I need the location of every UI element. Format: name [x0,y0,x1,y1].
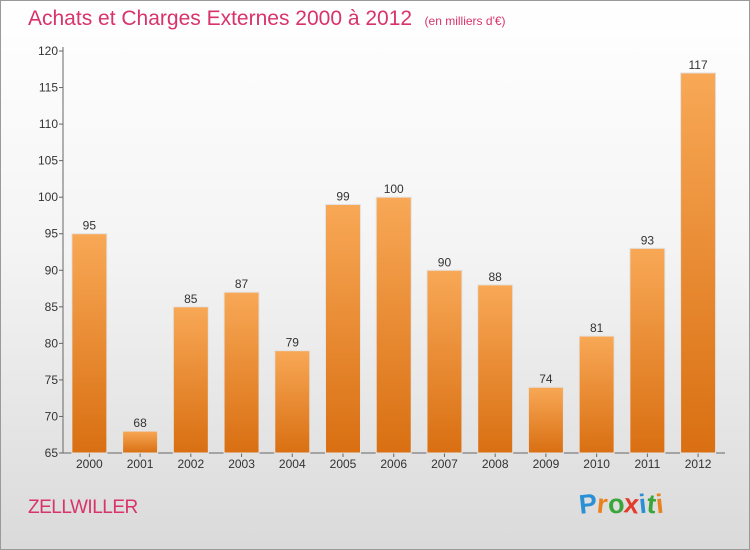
y-tick-label: 100 [38,190,58,204]
x-tick-label-2002: 2002 [177,457,204,471]
bar-2007 [426,269,463,454]
x-tick-label-2000: 2000 [76,457,103,471]
bar-2010 [578,335,615,454]
x-tick-label-2001: 2001 [127,457,154,471]
value-label-2005: 99 [336,189,350,203]
title-row: Achats et Charges Externes 2000 à 2012 (… [28,7,506,31]
bar-2011 [629,247,666,454]
bar-2012 [680,72,717,454]
value-label-2003: 87 [235,277,249,291]
value-label-2002: 85 [184,292,198,306]
value-labels: 95 68 85 87 79 99 100 90 88 74 81 93 117 [83,58,708,430]
x-tick-label-2009: 2009 [533,457,560,471]
value-label-2004: 79 [286,336,300,350]
y-tick-label: 115 [39,81,58,95]
y-tick-label: 90 [45,263,59,277]
bar-2001 [122,430,159,454]
value-label-2006: 100 [384,182,404,196]
bar-2000 [71,233,108,454]
x-tick-label-2003: 2003 [228,457,255,471]
value-label-2007: 90 [438,255,452,269]
bar-2006 [375,196,412,454]
bar-2009 [527,386,564,454]
value-label-2008: 88 [489,270,503,284]
value-label-2010: 81 [590,321,604,335]
y-tick-label: 80 [45,336,59,350]
bar-2004 [274,350,311,454]
x-tick-label-2012: 2012 [685,457,712,471]
y-tick-label: 75 [45,373,59,387]
value-label-2011: 93 [641,233,655,247]
y-tick-label: 70 [45,409,59,423]
x-tick-label-2007: 2007 [431,457,458,471]
chart-title: Achats et Charges Externes 2000 à 2012 [28,7,413,30]
y-tick-label: 85 [45,300,59,314]
x-tick-label-2005: 2005 [330,457,357,471]
chart-unit: (en milliers d'€) [424,14,506,28]
bar-2008 [477,284,514,454]
value-label-2000: 95 [83,219,97,233]
x-tick-label-2008: 2008 [482,457,509,471]
commune-name: ZELLWILLER [28,497,138,518]
value-label-2012: 117 [689,58,708,72]
y-tick-label: 110 [39,117,58,131]
value-label-2009: 74 [539,372,553,386]
x-tick-label-2006: 2006 [380,457,407,471]
x-tick-label-2004: 2004 [279,457,306,471]
bar-2003 [223,291,260,454]
y-tick-label: 105 [38,154,58,168]
logo-letter: i [653,488,665,520]
value-label-2001: 68 [133,416,147,430]
y-tick-label: 95 [45,227,59,241]
x-tick-label-2011: 2011 [634,457,660,471]
bar-2005 [325,203,362,454]
bars [71,72,717,454]
x-tick-label-2010: 2010 [583,457,610,471]
bar-2002 [172,306,209,454]
y-tick-label: 65 [45,446,59,460]
proxiti-logo: Proxiti [577,488,665,520]
y-tick-label: 120 [38,44,58,58]
